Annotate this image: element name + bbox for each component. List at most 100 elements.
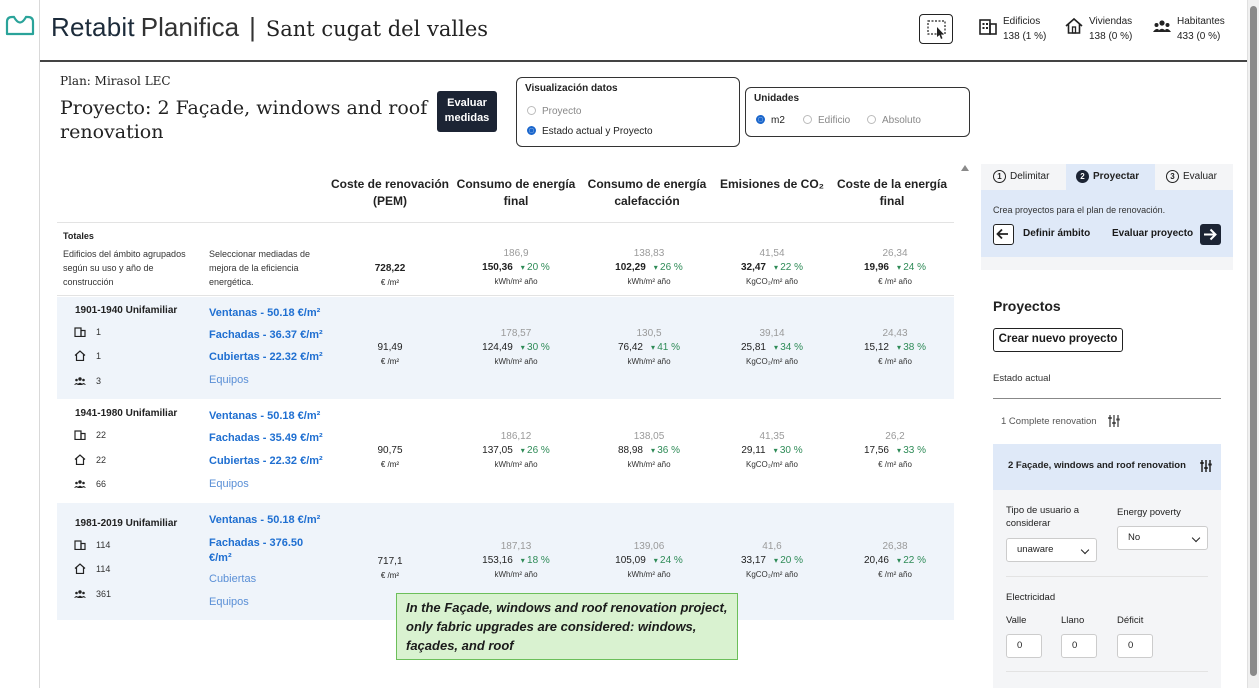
totals-cost-value: 728,22 xyxy=(374,263,406,274)
row-2-measure-equipment[interactable]: Equipos xyxy=(209,478,249,490)
radio-absoluto-button[interactable] xyxy=(867,115,876,124)
units-box: Unidades m2 Edificio Absoluto xyxy=(745,87,970,137)
stat-inhabitants-value: 433 (0 %) xyxy=(1177,31,1221,42)
brand-name: Retabit xyxy=(51,12,135,42)
radio-edificio-button[interactable] xyxy=(803,115,812,124)
radio-estado-actual-proyecto[interactable]: Estado actual y Proyecto xyxy=(527,126,653,137)
row-1-final-energy-unit: kWh/m² año xyxy=(494,357,538,366)
project-title: Proyecto: 2 Façade, windows and roof ren… xyxy=(60,97,428,143)
table-scrollbar[interactable] xyxy=(958,165,972,688)
tab-evaluar-number: 3 xyxy=(1166,170,1179,183)
row-2-measure-windows[interactable]: Ventanas - 50.18 €/m² xyxy=(209,410,321,422)
brand: Retabit Planifica | Sant cugat del valles xyxy=(51,12,488,43)
radio-m2[interactable]: m2 xyxy=(756,115,785,126)
row-3-cost-value: 717,1 xyxy=(377,556,403,567)
new-project-button[interactable]: Crear nuevo proyecto xyxy=(993,328,1123,352)
row-1-heating-energy-before: 130,5 xyxy=(636,328,662,339)
sliders-icon[interactable] xyxy=(1107,414,1121,428)
row-1-measure-equipment[interactable]: Equipos xyxy=(209,374,249,386)
stat-buildings-value: 138 (1 %) xyxy=(1003,31,1047,42)
tab-delimitar[interactable]: 1 Delimitar xyxy=(993,164,1069,190)
totals-co2-reduction: 22 % xyxy=(774,262,803,273)
tab-proyectar[interactable]: 2 Proyectar xyxy=(1066,164,1155,190)
col-head-renovation-cost: Coste de renovación (PEM) xyxy=(330,177,450,208)
row-1-co2-after: 25,81 xyxy=(740,342,766,353)
row-2-co2: 41,35 29,11 30 % KgCO₂/m² año xyxy=(717,430,827,472)
row-3-co2-before: 41,6 xyxy=(762,541,782,552)
arrow-left-icon xyxy=(996,228,1008,240)
row-1-measure-windows[interactable]: Ventanas - 50.18 €/m² xyxy=(209,307,321,319)
page-scrollbar[interactable] xyxy=(1247,0,1259,688)
energy-poverty-select[interactable]: No xyxy=(1117,526,1208,550)
house-icon xyxy=(74,563,86,574)
row-2-dwellings: 22 xyxy=(74,454,106,465)
people-icon xyxy=(74,590,86,598)
llano-label: Llano xyxy=(1061,615,1085,626)
stat-dwellings-value: 138 (0 %) xyxy=(1089,31,1133,42)
sliders-icon[interactable] xyxy=(1199,459,1213,473)
row-3-measure-windows[interactable]: Ventanas - 50.18 €/m² xyxy=(209,514,321,526)
row-1-co2-before: 39,14 xyxy=(759,328,785,339)
row-2-people-value: 66 xyxy=(96,479,107,489)
building-icon xyxy=(74,540,86,550)
evaluate-measures-button[interactable]: Evaluar medidas xyxy=(437,91,497,132)
radio-m2-button[interactable] xyxy=(756,115,765,124)
radio-estado-actual-proyecto-button[interactable] xyxy=(527,126,536,135)
row-3-measure-equipment[interactable]: Equipos xyxy=(209,596,249,608)
row-1-people-value: 3 xyxy=(96,376,102,386)
back-button[interactable] xyxy=(993,224,1014,245)
row-3-energy-cost: 26,38 20,46 22 % € /m² año xyxy=(840,540,950,582)
llano-input[interactable]: 0 xyxy=(1061,634,1097,658)
row-1-cost-unit: € /m² xyxy=(380,357,400,366)
retabit-logo-icon[interactable] xyxy=(4,14,36,38)
totals-cost-unit: € /m² xyxy=(380,278,400,287)
project-item-2-label[interactable]: 2 Façade, windows and roof renovation xyxy=(1008,460,1186,471)
data-visualization-box: Visualización datos Proyecto Estado actu… xyxy=(516,77,740,147)
row-3-heating-energy-before: 139,06 xyxy=(633,541,665,552)
totals-co2-before: 41,54 xyxy=(759,248,785,259)
map-select-button[interactable] xyxy=(919,14,953,44)
radio-proyecto[interactable]: Proyecto xyxy=(527,106,581,117)
row-1-energy-cost-after: 15,12 xyxy=(863,342,889,353)
row-2-measure-facades[interactable]: Fachadas - 35.49 €/m² xyxy=(209,432,323,444)
row-3-measure-roofs[interactable]: Cubiertas xyxy=(209,573,257,585)
user-type-select[interactable]: unaware xyxy=(1006,538,1097,562)
forward-button[interactable] xyxy=(1200,224,1221,245)
forward-label[interactable]: Evaluar proyecto xyxy=(1112,228,1194,239)
row-2-final-energy-reduction: 26 % xyxy=(521,445,550,456)
radio-absoluto[interactable]: Absoluto xyxy=(867,115,921,126)
back-label[interactable]: Definir ámbito xyxy=(1023,228,1091,239)
current-state-label[interactable]: Estado actual xyxy=(993,373,1051,384)
col-head-energy-cost: Coste de la energía final xyxy=(836,177,948,208)
projects-title: Proyectos xyxy=(993,298,1061,314)
project-item-2[interactable] xyxy=(993,444,1221,490)
row-2-heating-energy-unit: kWh/m² año xyxy=(627,460,671,469)
radio-edificio[interactable]: Edificio xyxy=(803,115,850,126)
right-panel: 1 Delimitar 2 Proyectar 3 Evaluar Crea proy… xyxy=(981,164,1233,688)
app-header: Retabit Planifica | Sant cugat del valles E… xyxy=(40,0,1247,60)
row-3-measure-facades[interactable]: Fachadas - 376.50 €/m² xyxy=(209,537,304,564)
annotation-callout: In the Façade, windows and roof renovati… xyxy=(396,593,738,660)
row-2-measure-roofs[interactable]: Cubiertas - 22.32 €/m² xyxy=(209,455,323,467)
scroll-up-arrow-icon[interactable] xyxy=(961,165,969,171)
row-2-co2-unit: KgCO₂/m² año xyxy=(745,460,798,469)
row-3-cost: 717,1 € /m² xyxy=(360,555,420,583)
col-head-heating-energy: Consumo de energía calefacción xyxy=(587,177,707,208)
row-1-measure-facades[interactable]: Fachadas - 36.37 €/m² xyxy=(209,329,323,341)
row-3-cost-unit: € /m² xyxy=(380,571,400,580)
page-scrollbar-thumb[interactable] xyxy=(1250,6,1257,676)
project-item-1[interactable]: 1 Complete renovation xyxy=(1001,416,1097,427)
deficit-input[interactable]: 0 xyxy=(1117,634,1153,658)
row-1-buildings-value: 1 xyxy=(96,327,102,337)
tab-evaluar[interactable]: 3 Evaluar xyxy=(1166,164,1232,190)
row-3-co2-after: 33,17 xyxy=(740,555,766,566)
row-1-measure-roofs[interactable]: Cubiertas - 22.32 €/m² xyxy=(209,351,323,363)
valle-input[interactable]: 0 xyxy=(1006,634,1042,658)
building-icon xyxy=(979,19,997,35)
radio-proyecto-button[interactable] xyxy=(527,106,536,115)
row-2-dwellings-value: 22 xyxy=(96,455,107,465)
tab-proyectar-label: Proyectar xyxy=(1093,171,1140,182)
row-3-dwellings: 114 xyxy=(74,563,110,574)
row-3-final-energy-before: 187,13 xyxy=(500,541,532,552)
row-1-final-energy: 178,57 124,49 30 % kWh/m² año xyxy=(461,327,571,369)
